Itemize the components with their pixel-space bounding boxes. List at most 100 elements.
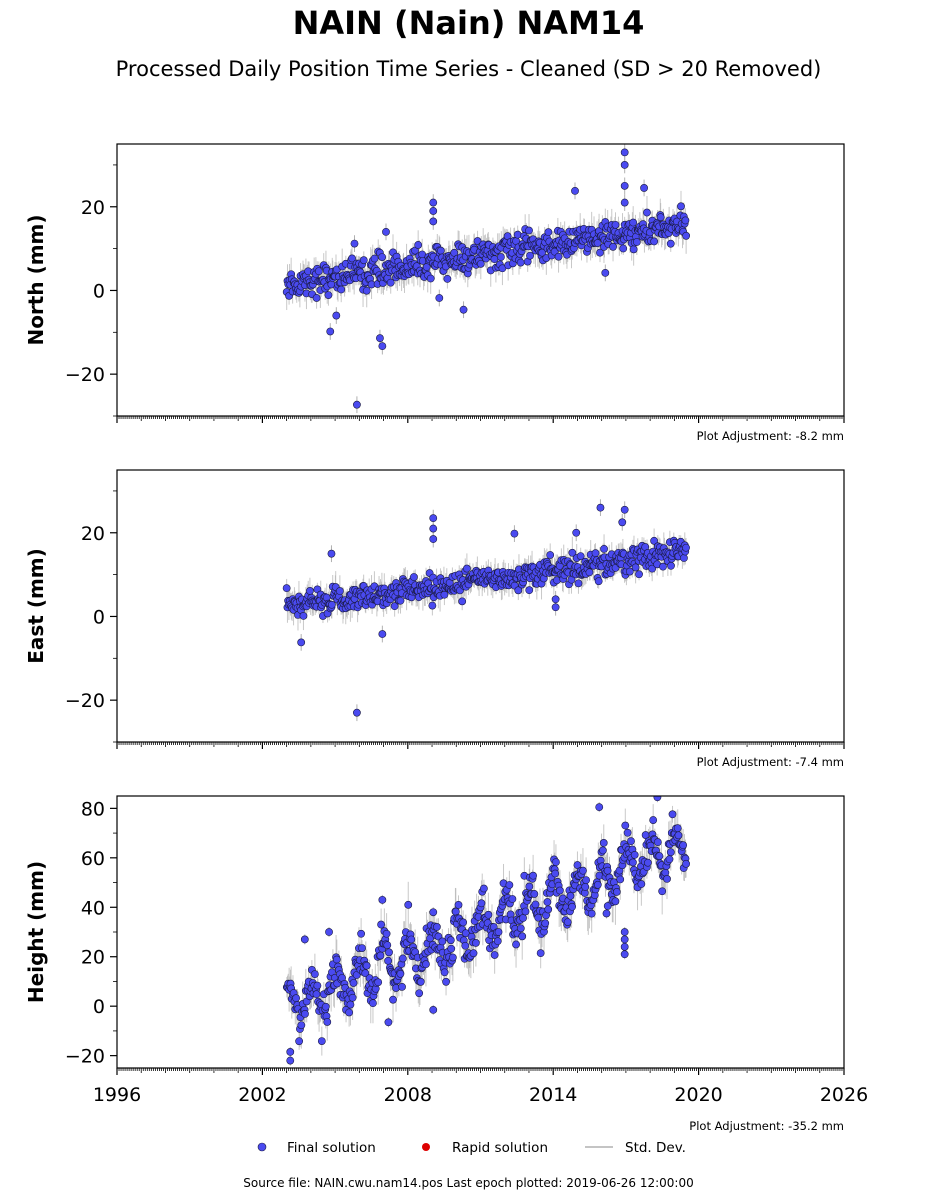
final-solution-point [369, 999, 377, 1008]
final-solution-point [591, 549, 600, 558]
final-solution-point [429, 908, 438, 917]
final-solution-point [443, 274, 452, 283]
final-solution-point [477, 899, 486, 908]
y-tick-label: −20 [65, 1046, 105, 1068]
final-solution-point [494, 928, 503, 936]
panel-3-frame [116, 795, 845, 1069]
legend-std-label: Std. Dev. [625, 1140, 686, 1156]
final-solution-point [378, 253, 387, 261]
final-solution-point [396, 596, 405, 605]
final-solution-point [620, 505, 629, 514]
final-solution-point [508, 895, 517, 903]
panel-1-final-points [282, 148, 691, 409]
final-solution-point [461, 929, 470, 938]
x-tick-label: 2020 [674, 1084, 722, 1106]
panel-1-x-ticks [116, 416, 845, 423]
final-solution-point [306, 587, 314, 595]
final-solution-point [596, 503, 605, 512]
panel-2-x-ticks [116, 742, 845, 749]
final-solution-point [422, 960, 430, 969]
final-solution-point [497, 253, 505, 261]
final-solution-point [526, 251, 534, 260]
final-solution-point [297, 1021, 306, 1030]
x-tick-label: 2026 [820, 1084, 868, 1106]
final-solution-point [484, 910, 493, 919]
final-solution-point [659, 562, 667, 571]
final-solution-point [674, 831, 683, 840]
final-solution-point [326, 327, 335, 336]
panel-1-points [282, 144, 691, 414]
final-solution-point [572, 528, 581, 537]
final-solution-point [551, 603, 560, 612]
final-solution-point [643, 208, 651, 217]
final-solution-point [551, 869, 560, 878]
final-solution-point [428, 601, 437, 610]
final-solution-point [601, 268, 610, 277]
panel-3: −20 0 20 40 60 80 Height (mm) Plot Adjustment: … [24, 795, 868, 1133]
final-solution-point [602, 909, 611, 918]
final-solution-point [476, 259, 485, 268]
final-solution-point [576, 552, 585, 560]
legend-rapid-marker [422, 1143, 430, 1151]
final-solution-point [332, 955, 341, 964]
final-solution-point [435, 294, 444, 302]
final-solution-point [563, 918, 572, 927]
y-tick-label: 0 [93, 996, 105, 1018]
final-solution-point [321, 1002, 330, 1011]
y-tick-label: −20 [65, 364, 105, 386]
legend: Final solution Rapid solution Std. Dev. [257, 1140, 686, 1156]
final-solution-point [410, 573, 418, 581]
final-solution-point [516, 924, 525, 933]
panel-3-x-ticks [116, 1068, 845, 1075]
final-solution-point [433, 923, 441, 931]
final-solution-point [357, 929, 366, 938]
final-solution-point [389, 995, 397, 1004]
final-solution-point [593, 239, 602, 247]
final-solution-point [521, 907, 530, 916]
final-solution-point [611, 897, 620, 906]
final-solution-point [599, 839, 608, 847]
final-solution-point [554, 252, 563, 261]
panel-3-y-label: Height (mm) [24, 861, 48, 1003]
final-solution-point [429, 524, 438, 533]
final-solution-point [571, 186, 579, 195]
x-tick-label: 2002 [238, 1084, 286, 1106]
final-solution-point [541, 919, 550, 928]
final-solution-point [534, 913, 543, 922]
final-solution-point [519, 914, 527, 922]
final-solution-point [345, 1008, 354, 1017]
final-solution-point [600, 544, 608, 553]
final-solution-point [655, 852, 664, 860]
final-solution-point [574, 579, 583, 588]
final-solution-point [631, 563, 640, 572]
final-solution-point [378, 630, 387, 638]
final-solution-point [493, 937, 502, 946]
final-solution-point [327, 549, 336, 558]
final-solution-point [525, 586, 534, 595]
final-solution-point [469, 949, 478, 958]
y-tick-label: 20 [81, 523, 105, 545]
source-footer: Source file: NAIN.cwu.nam14.pos Last epo… [243, 1176, 694, 1190]
final-solution-point [429, 198, 438, 207]
final-solution-point [404, 900, 413, 909]
final-solution-point [650, 536, 659, 545]
final-solution-point [384, 956, 393, 965]
final-solution-point [629, 858, 637, 867]
final-solution-point [335, 587, 344, 595]
final-solution-point [350, 239, 359, 248]
final-solution-point [599, 846, 607, 855]
final-solution-point [362, 961, 371, 970]
final-solution-point [490, 255, 499, 264]
final-solution-point [566, 891, 575, 900]
final-solution-point [479, 884, 488, 893]
final-solution-point [332, 311, 341, 320]
final-solution-point [573, 861, 582, 869]
final-solution-point [358, 944, 366, 953]
final-solution-point [398, 954, 407, 963]
final-solution-point [325, 928, 333, 936]
final-solution-point [376, 334, 384, 343]
final-solution-point [682, 543, 690, 552]
final-solution-point [490, 951, 499, 959]
final-solution-point [665, 855, 674, 864]
final-solution-point [438, 937, 447, 946]
